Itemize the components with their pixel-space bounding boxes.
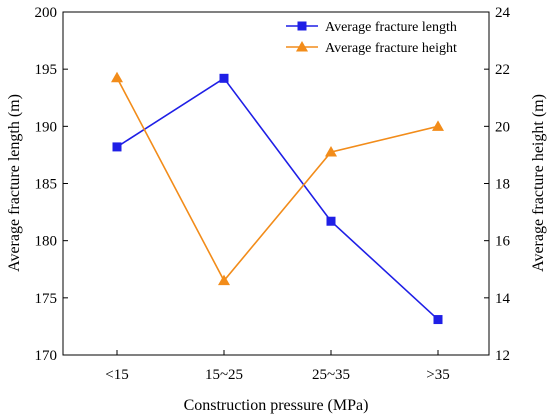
right-y-tick-label: 14 — [495, 291, 511, 307]
legend: Average fracture length Average fracture … — [286, 20, 457, 56]
left-y-tick-label: 180 — [35, 234, 58, 250]
x-tick-label: 15~25 — [205, 367, 243, 383]
x-tick-label: 25~35 — [312, 367, 350, 383]
fracture-height-point — [218, 274, 230, 286]
left-y-axis-title: Average fracture length (m) — [6, 94, 23, 272]
legend-label: Average fracture height — [325, 41, 457, 56]
fracture-length-point — [326, 216, 336, 226]
right-y-tick-label: 18 — [495, 177, 510, 193]
x-tick-label: >35 — [426, 367, 449, 383]
x-tick-label: <15 — [105, 367, 128, 383]
series-layer — [111, 71, 444, 325]
fracture-length-point — [112, 142, 122, 152]
left-y-tick-label: 200 — [35, 5, 58, 21]
left-y-axis-ticks: 170 175 180 185 190 195 200 — [35, 5, 68, 364]
fracture-length-point — [433, 315, 443, 325]
fracture-length-line — [116, 77, 439, 321]
fracture-height-point — [111, 71, 123, 83]
left-y-tick-label: 195 — [35, 62, 58, 78]
left-y-tick-label: 170 — [35, 348, 58, 364]
right-y-axis-ticks: 12 14 16 18 20 22 24 — [484, 5, 511, 364]
fracture-length-point — [219, 73, 229, 83]
right-y-tick-label: 16 — [495, 234, 511, 250]
left-y-tick-label: 190 — [35, 119, 58, 135]
fracture-height-line — [116, 77, 439, 283]
fracture-height-point — [325, 146, 337, 157]
right-y-axis-title: Average fracture height (m) — [530, 94, 547, 272]
right-y-tick-label: 22 — [495, 62, 510, 78]
left-y-tick-label: 185 — [35, 177, 58, 193]
right-y-tick-label: 20 — [495, 119, 510, 135]
fracture-height-point — [432, 120, 444, 131]
legend-marker — [296, 41, 308, 52]
left-y-tick-label: 175 — [35, 291, 58, 307]
right-y-tick-label: 24 — [495, 5, 511, 21]
plot-area — [62, 11, 490, 356]
legend-label: Average fracture length — [325, 20, 457, 35]
legend-marker — [297, 21, 307, 31]
right-y-tick-label: 12 — [495, 348, 510, 364]
x-axis-title: Construction pressure (MPa) — [184, 397, 369, 414]
x-axis-ticks: <15 15~25 25~35 >35 — [105, 350, 450, 383]
